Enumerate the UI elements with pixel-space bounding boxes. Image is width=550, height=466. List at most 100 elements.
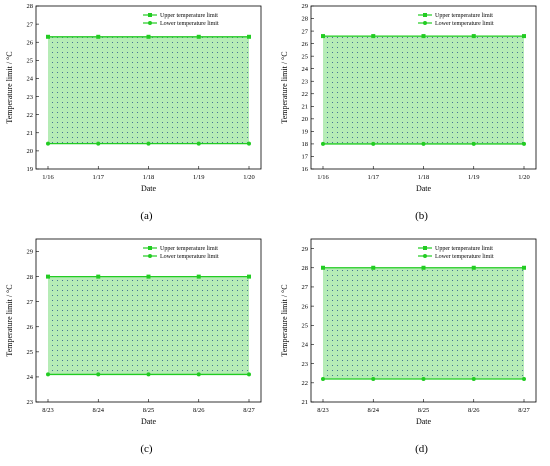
data-point-lower — [96, 372, 101, 377]
data-point-upper — [96, 274, 101, 279]
chart-d: 21 22 23 24 25 26 27 28 29 8/23 8/24 8/25 8/26 8/27 Up… — [280, 238, 537, 455]
y-tick-label: 24 — [302, 342, 309, 349]
data-point-upper — [146, 34, 151, 39]
data-point-lower — [96, 141, 101, 146]
data-point-upper — [46, 34, 50, 39]
legend-marker-lower — [423, 254, 427, 258]
panel-label: (b) — [415, 210, 428, 222]
data-point-upper — [96, 34, 101, 39]
y-axis-title: Temperature limit / °C — [280, 284, 289, 356]
chart-panel-a: 19 20 21 22 23 24 25 26 27 28 1/16 1/17 1/18 1/19 1/20… — [0, 0, 275, 233]
x-tick-label: 1/17 — [367, 174, 379, 181]
y-tick-label: 22 — [302, 380, 309, 387]
band-area — [48, 36, 249, 144]
x-axis-title: Date — [416, 417, 432, 426]
data-point-lower — [196, 372, 201, 377]
data-point-upper — [247, 34, 251, 39]
data-point-upper — [421, 265, 426, 270]
data-point-lower — [146, 141, 151, 146]
y-tick-label: 26 — [27, 324, 34, 331]
data-point-lower — [321, 141, 325, 146]
x-tick-label: 1/17 — [92, 174, 104, 181]
legend-marker-upper — [423, 13, 427, 17]
x-tick-label: 8/27 — [518, 407, 530, 414]
y-tick-label: 22 — [27, 112, 34, 119]
chart-panel-d: 21 22 23 24 25 26 27 28 29 8/23 8/24 8/25 8/26 8/27 Up… — [275, 233, 550, 466]
data-point-upper — [196, 274, 201, 279]
y-tick-label: 26 — [27, 39, 34, 46]
band-area — [323, 267, 524, 379]
x-axis-title: Date — [416, 184, 432, 193]
y-tick-label: 23 — [302, 361, 309, 368]
y-tick-label: 23 — [27, 399, 34, 406]
y-tick-label: 27 — [27, 21, 34, 28]
y-tick-label: 17 — [302, 154, 309, 161]
y-tick-label: 25 — [27, 58, 34, 65]
data-point-lower — [471, 141, 476, 146]
data-point-upper — [371, 34, 376, 39]
data-point-upper — [321, 265, 325, 270]
chart-b: 16 17 18 19 20 21 22 23 24 25 26 27 28 29 1/16 1/17 1/18… — [280, 3, 537, 222]
y-tick-label: 28 — [302, 265, 309, 272]
y-tick-label: 20 — [302, 116, 309, 123]
legend-label: Upper temperature limit — [435, 246, 493, 252]
data-point-lower — [247, 141, 251, 146]
x-tick-label: 8/25 — [418, 407, 430, 414]
y-tick-label: 24 — [302, 66, 309, 73]
x-tick-label: 1/18 — [418, 174, 430, 181]
x-axis-title: Date — [141, 417, 157, 426]
legend-label: Lower temperature limit — [435, 21, 494, 27]
chart-a: 19 20 21 22 23 24 25 26 27 28 1/16 1/17 1/18 1/19 1/20… — [5, 3, 262, 222]
y-tick-label: 20 — [27, 148, 34, 155]
x-tick-label: 8/24 — [92, 407, 104, 414]
data-point-lower — [46, 141, 50, 146]
y-tick-label: 19 — [27, 166, 34, 173]
x-tick-label: 8/26 — [468, 407, 480, 414]
data-point-lower — [421, 376, 426, 381]
legend-label: Upper temperature limit — [160, 13, 218, 19]
y-tick-label: 25 — [302, 53, 309, 60]
data-point-upper — [247, 274, 251, 279]
y-tick-label: 26 — [302, 303, 309, 310]
y-tick-label: 23 — [302, 78, 309, 85]
legend-marker-lower — [148, 21, 152, 25]
y-tick-label: 29 — [302, 3, 309, 10]
y-tick-label: 29 — [27, 249, 34, 256]
legend-marker-upper — [423, 246, 427, 250]
data-point-lower — [321, 376, 325, 381]
data-point-upper — [146, 274, 151, 279]
data-point-lower — [471, 376, 476, 381]
data-point-lower — [46, 372, 50, 377]
data-point-lower — [371, 141, 376, 146]
band-area — [323, 36, 524, 144]
x-tick-label: 1/19 — [468, 174, 480, 181]
x-tick-label: 8/23 — [42, 407, 54, 414]
legend-label: Upper temperature limit — [435, 13, 493, 19]
panel-label: (c) — [140, 443, 153, 455]
legend-label: Lower temperature limit — [160, 21, 219, 27]
x-tick-label: 8/26 — [193, 407, 205, 414]
legend-marker-lower — [423, 21, 427, 25]
x-tick-label: 8/25 — [143, 407, 155, 414]
data-point-upper — [471, 265, 476, 270]
y-tick-label: 27 — [27, 299, 34, 306]
legend-marker-lower — [148, 254, 152, 258]
y-tick-label: 28 — [27, 274, 34, 281]
data-point-upper — [46, 274, 50, 279]
data-point-upper — [471, 34, 476, 39]
data-point-lower — [522, 141, 526, 146]
legend-marker-upper — [148, 13, 152, 17]
y-tick-label: 29 — [302, 246, 309, 253]
x-axis-title: Date — [141, 184, 157, 193]
data-point-upper — [371, 265, 376, 270]
panel-label: (d) — [415, 443, 428, 455]
data-point-lower — [247, 372, 251, 377]
y-tick-label: 22 — [302, 91, 309, 98]
y-tick-label: 23 — [27, 94, 34, 101]
x-tick-label: 1/18 — [143, 174, 155, 181]
y-tick-label: 21 — [27, 130, 34, 137]
data-point-lower — [371, 376, 376, 381]
y-tick-label: 21 — [302, 104, 309, 111]
y-tick-label: 25 — [27, 349, 34, 356]
data-point-upper — [522, 34, 526, 39]
